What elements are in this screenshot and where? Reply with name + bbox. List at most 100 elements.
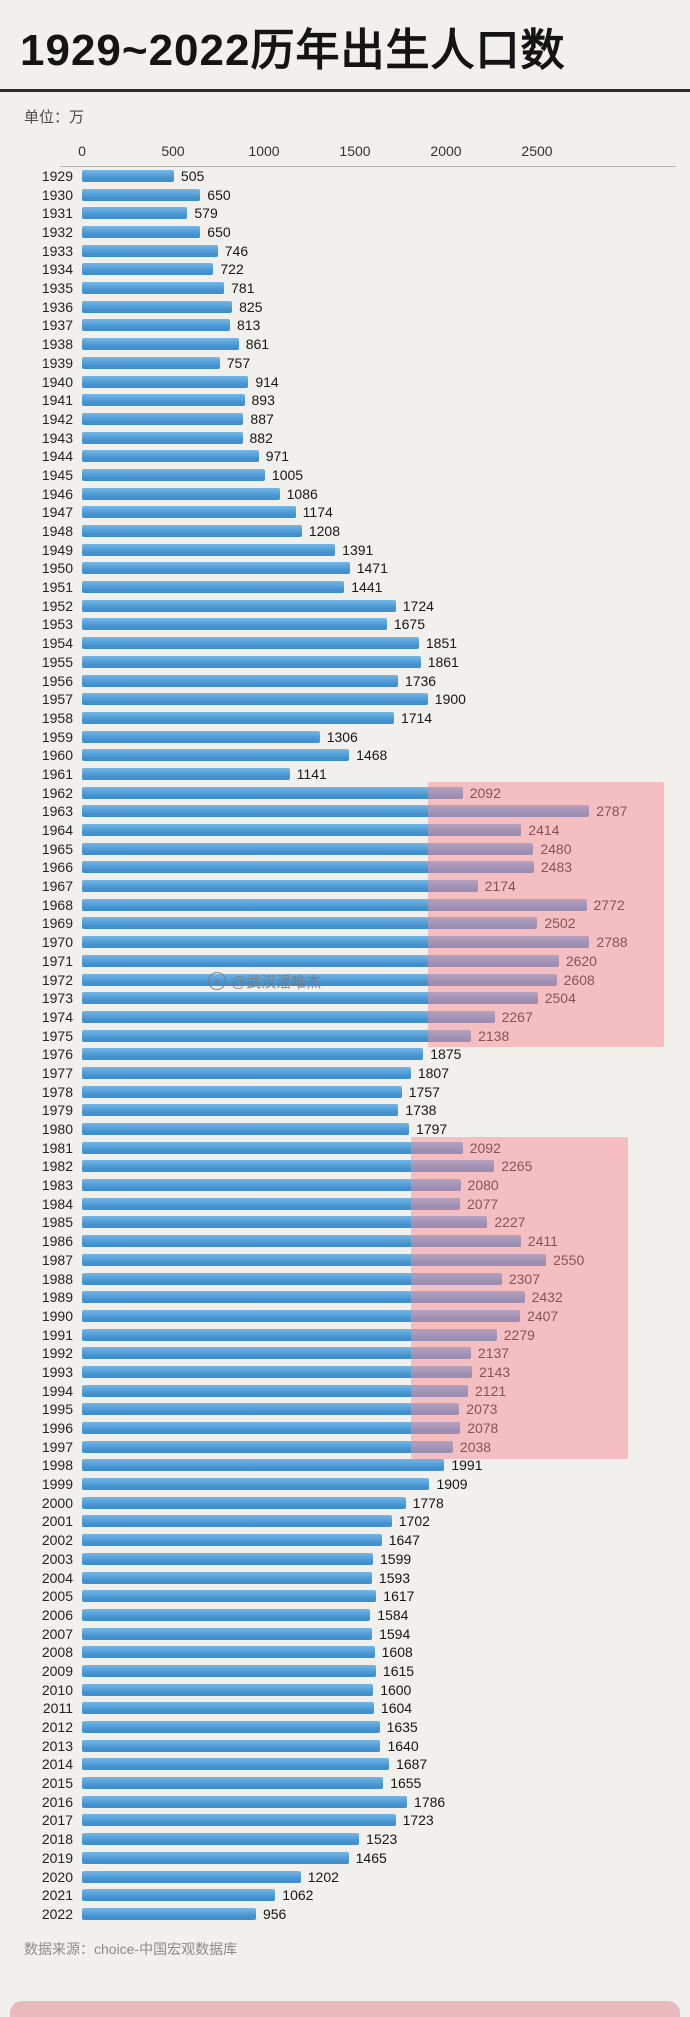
bar-row: 1971 2620 [0,951,690,970]
bar-track: 971 [82,447,690,466]
year-label: 1971 [41,952,73,969]
value-label: 1724 [402,597,434,614]
bar-track: 2121 [82,1381,690,1400]
bar-track: 1208 [82,522,690,541]
bar-row: 2001 1702 [0,1512,690,1531]
bar [82,861,534,874]
bar-track: 1600 [82,1680,690,1699]
value-label: 1594 [379,1625,411,1642]
bar-track: 2432 [82,1288,690,1307]
value-label: 1604 [380,1700,413,1717]
value-label: 650 [207,224,231,240]
bar [82,1515,392,1528]
bar [82,992,538,1005]
bar-row: 1952 1724 [0,596,690,615]
value-label: 1714 [400,709,433,726]
value-label: 2483 [540,859,573,876]
year-label: 1977 [41,1064,73,1081]
bar-track: 1594 [82,1624,690,1643]
year-label: 2022 [41,1905,73,1922]
bar-track: 825 [82,297,690,316]
bar-track: 2772 [82,895,690,914]
year-label: 1973 [41,990,73,1007]
year-label: 1953 [41,616,73,633]
year-label: 1942 [41,410,73,427]
year-label: 2018 [41,1831,73,1848]
bar-row: 1934 722 [0,260,690,279]
bar [82,1141,463,1154]
year-label: 2014 [41,1756,73,1773]
year-label: 2003 [41,1550,73,1567]
bar [82,1702,374,1715]
year-label: 1963 [41,803,73,820]
bar-track: 2080 [82,1176,690,1195]
bar-row: 1991 2279 [0,1325,690,1344]
value-label: 971 [265,448,290,465]
bar [82,1552,374,1565]
bar-track: 1647 [82,1531,690,1550]
bar-track: 2092 [82,783,690,802]
bar-track: 650 [82,185,690,204]
bar-row: 1963 2787 [0,802,690,821]
bar-row: 1961 1141 [0,765,690,784]
value-label: 1640 [387,1737,419,1754]
value-label: 2137 [477,1345,510,1362]
bar-track: 1724 [82,596,690,615]
value-label: 1687 [396,1756,428,1773]
year-label: 1964 [41,822,73,838]
year-label: 1967 [41,878,73,895]
bar-row: 1962 2092 [0,783,690,802]
year-label: 1981 [41,1139,73,1156]
bar [82,954,559,967]
bar [82,1347,471,1360]
value-label: 893 [251,392,275,409]
bar [82,880,478,893]
bar [82,169,174,182]
year-label: 1976 [41,1046,73,1063]
bar-track: 813 [82,316,690,335]
bottom-pink-strip [10,2001,680,2017]
year-label: 1988 [41,1270,73,1287]
bar-row: 2009 1615 [0,1662,690,1681]
bar-row: 1973 2504 [0,989,690,1008]
year-label: 1937 [41,317,73,334]
bar-row: 1988 2307 [0,1269,690,1288]
bar-track: 1468 [82,746,690,765]
bar-track: 781 [82,279,690,298]
bar [82,1496,406,1509]
bar-track: 505 [82,167,690,186]
bar [82,1253,547,1266]
unit-label: 单位：万 [24,108,85,126]
bar [82,786,463,799]
bar [82,1384,469,1397]
bar-track: 2550 [82,1250,690,1269]
bar [82,824,522,836]
bar-track: 2038 [82,1437,690,1456]
bar-track: 2411 [82,1232,690,1251]
bar-track: 1604 [82,1699,690,1718]
value-label: 1900 [434,691,466,708]
bar [82,1795,408,1808]
bar-track: 1086 [82,484,690,503]
year-label: 1932 [41,224,73,240]
bar-track: 650 [82,223,690,242]
bar-track: 2480 [82,839,690,858]
bar-row: 2002 1647 [0,1531,690,1550]
year-label: 2002 [41,1532,73,1549]
value-label: 1441 [351,579,383,596]
bar-row: 1979 1738 [0,1101,690,1120]
value-label: 1635 [386,1719,418,1735]
value-label: 2265 [501,1158,533,1175]
value-label: 781 [231,280,255,297]
bar-row: 2015 1655 [0,1774,690,1793]
bar-track: 2265 [82,1157,690,1176]
bar [82,1590,377,1603]
bar [82,655,421,668]
bar [82,973,557,986]
value-label: 1909 [436,1476,468,1493]
bar [82,1365,473,1378]
year-label: 1938 [41,336,73,353]
bar-track: 2267 [82,1008,690,1027]
year-label: 1959 [41,728,73,745]
value-label: 2772 [593,896,625,913]
